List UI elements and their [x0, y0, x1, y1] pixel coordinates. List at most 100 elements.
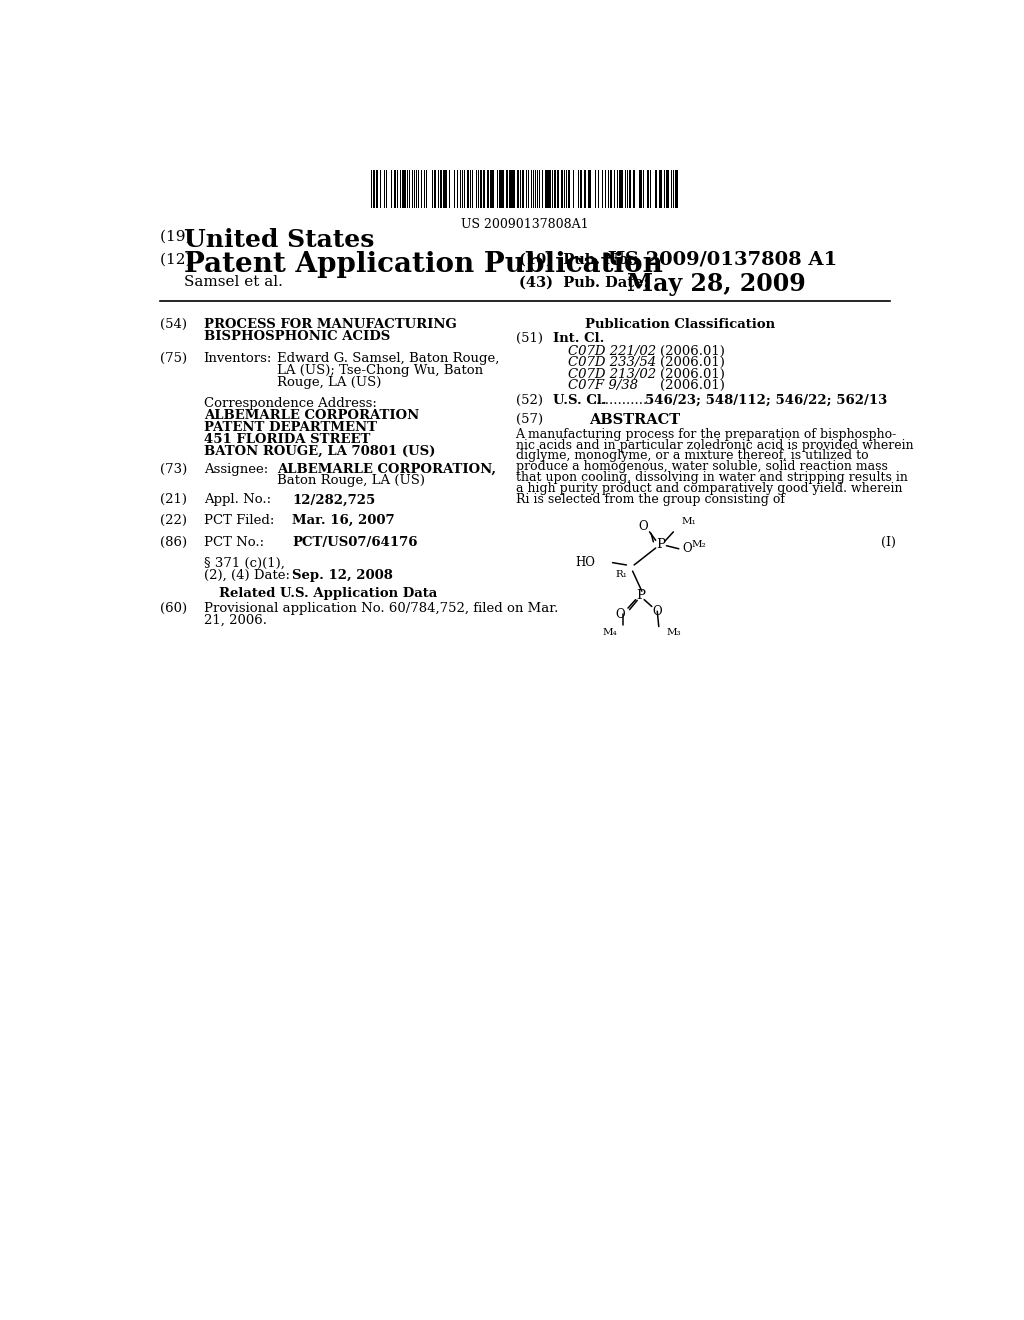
Text: (86): (86) — [160, 536, 187, 549]
Text: Provisional application No. 60/784,752, filed on Mar.: Provisional application No. 60/784,752, … — [204, 602, 558, 615]
Bar — [640, 170, 642, 209]
Bar — [561, 170, 562, 209]
Text: Baton Rouge, LA (US): Baton Rouge, LA (US) — [276, 474, 425, 487]
Text: (54): (54) — [160, 318, 186, 331]
Bar — [490, 170, 492, 209]
Bar — [376, 170, 378, 209]
Bar — [509, 170, 512, 209]
Text: (2006.01): (2006.01) — [660, 345, 725, 358]
Text: (75): (75) — [160, 352, 187, 366]
Bar — [493, 170, 494, 209]
Text: 451 FLORIDA STREET: 451 FLORIDA STREET — [204, 433, 370, 446]
Text: PCT No.:: PCT No.: — [204, 536, 264, 549]
Text: a high purity product and comparatively good yield. wherein: a high purity product and comparatively … — [515, 482, 902, 495]
Text: C07F 9/38: C07F 9/38 — [568, 379, 638, 392]
Bar — [440, 170, 441, 209]
Text: (22): (22) — [160, 515, 186, 527]
Bar — [643, 170, 644, 209]
Bar — [572, 170, 574, 209]
Bar — [421, 170, 422, 209]
Text: ALBEMARLE CORPORATION,: ALBEMARLE CORPORATION, — [276, 462, 496, 475]
Text: A manufacturing process for the preparation of bisphospho-: A manufacturing process for the preparat… — [515, 428, 897, 441]
Text: M₂: M₂ — [691, 540, 706, 549]
Text: (51): (51) — [515, 333, 543, 346]
Text: (57): (57) — [515, 412, 543, 425]
Text: 546/23; 548/112; 546/22; 562/13: 546/23; 548/112; 546/22; 562/13 — [645, 395, 887, 407]
Bar — [467, 170, 469, 209]
Bar — [412, 170, 413, 209]
Text: PROCESS FOR MANUFACTURING: PROCESS FOR MANUFACTURING — [204, 318, 457, 331]
Bar — [480, 170, 481, 209]
Text: May 28, 2009: May 28, 2009 — [628, 272, 806, 297]
Text: Int. Cl.: Int. Cl. — [553, 333, 604, 346]
Bar — [512, 170, 515, 209]
Bar — [434, 170, 436, 209]
Text: C07D 233/54: C07D 233/54 — [568, 356, 656, 370]
Bar — [673, 170, 674, 209]
Text: Sep. 12, 2008: Sep. 12, 2008 — [292, 569, 393, 582]
Text: Mar. 16, 2007: Mar. 16, 2007 — [292, 515, 395, 527]
Text: 21, 2006.: 21, 2006. — [204, 614, 266, 627]
Bar — [449, 170, 451, 209]
Bar — [584, 170, 586, 209]
Text: (73): (73) — [160, 462, 187, 475]
Text: Assignee:: Assignee: — [204, 462, 268, 475]
Text: HO: HO — [575, 556, 596, 569]
Bar — [598, 170, 599, 209]
Bar — [535, 170, 537, 209]
Bar — [438, 170, 439, 209]
Bar — [391, 170, 392, 209]
Bar — [568, 170, 570, 209]
Text: Appl. No.:: Appl. No.: — [204, 494, 270, 507]
Text: O: O — [639, 520, 648, 533]
Text: § 371 (c)(1),: § 371 (c)(1), — [204, 557, 285, 570]
Bar — [443, 170, 444, 209]
Bar — [647, 170, 649, 209]
Text: PCT/US07/64176: PCT/US07/64176 — [292, 536, 418, 549]
Text: U.S. Cl.: U.S. Cl. — [553, 395, 606, 407]
Bar — [625, 170, 627, 209]
Bar — [547, 170, 549, 209]
Text: that upon cooling, dissolving in water and stripping results in: that upon cooling, dissolving in water a… — [515, 471, 907, 484]
Bar — [506, 170, 508, 209]
Bar — [394, 170, 396, 209]
Bar — [581, 170, 582, 209]
Text: LA (US); Tse-Chong Wu, Baton: LA (US); Tse-Chong Wu, Baton — [276, 364, 483, 378]
Text: Rouge, LA (US): Rouge, LA (US) — [276, 376, 381, 389]
Bar — [424, 170, 425, 209]
Text: US 2009/0137808 A1: US 2009/0137808 A1 — [608, 251, 838, 269]
Text: Correspondence Address:: Correspondence Address: — [204, 397, 377, 411]
Text: (19): (19) — [160, 230, 197, 244]
Bar — [503, 170, 504, 209]
Text: ALBEMARLE CORPORATION: ALBEMARLE CORPORATION — [204, 409, 419, 422]
Text: M₃: M₃ — [667, 628, 681, 638]
Bar — [621, 170, 623, 209]
Bar — [525, 170, 527, 209]
Text: US 20090137808A1: US 20090137808A1 — [461, 218, 589, 231]
Bar — [660, 170, 662, 209]
Text: PATENT DEPARTMENT: PATENT DEPARTMENT — [204, 421, 377, 434]
Bar — [634, 170, 635, 209]
Text: (60): (60) — [160, 602, 187, 615]
Text: O: O — [615, 607, 625, 620]
Text: Patent Application Publication: Patent Application Publication — [184, 251, 664, 277]
Text: Edward G. Samsel, Baton Rouge,: Edward G. Samsel, Baton Rouge, — [276, 352, 500, 366]
Bar — [373, 170, 375, 209]
Bar — [432, 170, 433, 209]
Text: P: P — [636, 589, 645, 602]
Text: M₄: M₄ — [602, 628, 616, 638]
Bar — [472, 170, 473, 209]
Text: BISPHOSPHONIC ACIDS: BISPHOSPHONIC ACIDS — [204, 330, 390, 343]
Text: C07D 213/02: C07D 213/02 — [568, 368, 656, 381]
Text: (2006.01): (2006.01) — [660, 379, 725, 392]
Text: produce a homogenous, water soluble, solid reaction mass: produce a homogenous, water soluble, sol… — [515, 461, 888, 474]
Bar — [667, 170, 669, 209]
Text: PCT Filed:: PCT Filed: — [204, 515, 274, 527]
Text: O: O — [652, 605, 663, 618]
Text: BATON ROUGE, LA 70801 (US): BATON ROUGE, LA 70801 (US) — [204, 445, 435, 458]
Text: (2006.01): (2006.01) — [660, 368, 725, 381]
Bar — [487, 170, 488, 209]
Bar — [532, 170, 535, 209]
Text: O: O — [682, 543, 691, 556]
Bar — [402, 170, 404, 209]
